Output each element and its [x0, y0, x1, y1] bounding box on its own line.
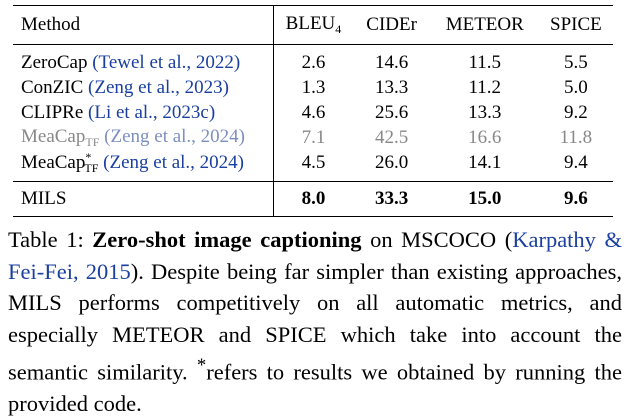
- cider-cell: 13.3: [374, 76, 409, 98]
- cider-cell: 26.0: [374, 152, 409, 173]
- cider-cell: 42.5: [374, 126, 409, 148]
- caption-text-3: refers to results we obtained by running…: [8, 359, 622, 417]
- method-superscript: *: [85, 150, 92, 164]
- table-row: ConZIC (Zeng et al., 2023) 1.3 13.3 11.2…: [13, 75, 613, 100]
- table-row-mils: MILS 8.0 33.3 15.0 9.6: [13, 181, 613, 217]
- bleu-cell: 8.0: [301, 188, 326, 209]
- cider-cell: 33.3: [374, 188, 409, 209]
- table-row: CLIPRe (Li et al., 2023c) 4.6 25.6 13.3 …: [13, 100, 613, 125]
- table-row-grayed: MeaCapTF (Zeng et al., 2024) 7.1 42.5 16…: [13, 125, 613, 150]
- method-subscript: TF: [84, 161, 99, 175]
- citation-link[interactable]: (Tewel et al., 2022): [92, 51, 241, 73]
- header-meteor: METEOR: [445, 14, 524, 35]
- header-bleu-label: BLEU: [285, 13, 336, 34]
- meteor-cell: 16.6: [468, 126, 502, 148]
- header-bleu: BLEU4: [274, 6, 353, 45]
- method-cell: ZeroCap (Tewel et al., 2022): [13, 44, 275, 75]
- table-caption: Table 1: Zero-shot image captioning on M…: [8, 224, 622, 420]
- method-cell: ConZIC (Zeng et al., 2023): [13, 75, 275, 100]
- bleu-cell: 4.6: [301, 101, 326, 123]
- method-subscript: TF: [85, 134, 100, 149]
- method-name: MILS: [13, 181, 275, 217]
- meteor-cell: 15.0: [468, 188, 502, 209]
- table-row: ZeroCap (Tewel et al., 2022) 2.6 14.6 11…: [13, 44, 613, 75]
- bleu-cell: 2.6: [301, 51, 326, 73]
- header-spice: SPICE: [550, 14, 602, 35]
- header-method: Method: [13, 5, 275, 45]
- method-cell: MeaCap*TF (Zeng et al., 2024): [13, 150, 275, 182]
- meteor-cell: 14.1: [468, 152, 502, 173]
- caption-title: Zero-shot image captioning: [92, 227, 362, 252]
- bleu-cell: 7.1: [301, 126, 326, 148]
- citation-link[interactable]: (Zeng et al., 2024): [103, 152, 245, 173]
- method-name: ZeroCap: [21, 51, 88, 73]
- bleu-cell: 1.3: [301, 76, 326, 98]
- citation-link[interactable]: (Zeng et al., 2023): [88, 76, 229, 98]
- header-bleu-subscript: 4: [335, 22, 342, 36]
- method-cell: CLIPRe (Li et al., 2023c): [13, 100, 275, 125]
- method-name: CLIPRe: [21, 101, 84, 123]
- results-table-container: Method BLEU4 CIDEr METEOR SPICE ZeroCap …: [13, 5, 613, 217]
- method-cell: MeaCapTF (Zeng et al., 2024): [13, 125, 275, 150]
- header-cider: CIDEr: [366, 14, 417, 35]
- spice-cell: 11.8: [559, 126, 593, 148]
- cider-cell: 14.6: [374, 51, 409, 73]
- caption-text-1: on MSCOCO (: [361, 227, 513, 252]
- caption-star: *: [196, 355, 207, 376]
- meteor-cell: 11.5: [468, 51, 502, 73]
- table-header-row: Method BLEU4 CIDEr METEOR SPICE: [13, 5, 613, 45]
- meteor-cell: 11.2: [468, 76, 502, 98]
- caption-text-2: ). Despite being far simpler than existi…: [8, 258, 622, 385]
- method-name: MeaCap: [21, 152, 86, 173]
- spice-cell: 9.2: [564, 101, 588, 123]
- method-name: MeaCap: [21, 125, 86, 147]
- cider-cell: 25.6: [374, 101, 409, 123]
- citation-link[interactable]: (Zeng et al., 2024): [104, 125, 246, 147]
- citation-link[interactable]: (Li et al., 2023c): [88, 101, 216, 123]
- meteor-cell: 13.3: [468, 101, 502, 123]
- table-row: MeaCap*TF (Zeng et al., 2024) 4.5 26.0 1…: [13, 150, 613, 182]
- spice-cell: 9.6: [564, 188, 588, 209]
- caption-label: Table 1:: [8, 227, 84, 252]
- spice-cell: 5.0: [564, 76, 588, 98]
- spice-cell: 5.5: [564, 51, 588, 73]
- caption-citation-link[interactable]: Karpathy & Fei-Fei, 2015: [8, 227, 622, 284]
- results-table: Method BLEU4 CIDEr METEOR SPICE ZeroCap …: [13, 5, 613, 217]
- method-name: ConZIC: [21, 76, 84, 98]
- spice-cell: 9.4: [564, 152, 588, 173]
- bleu-cell: 4.5: [301, 152, 326, 173]
